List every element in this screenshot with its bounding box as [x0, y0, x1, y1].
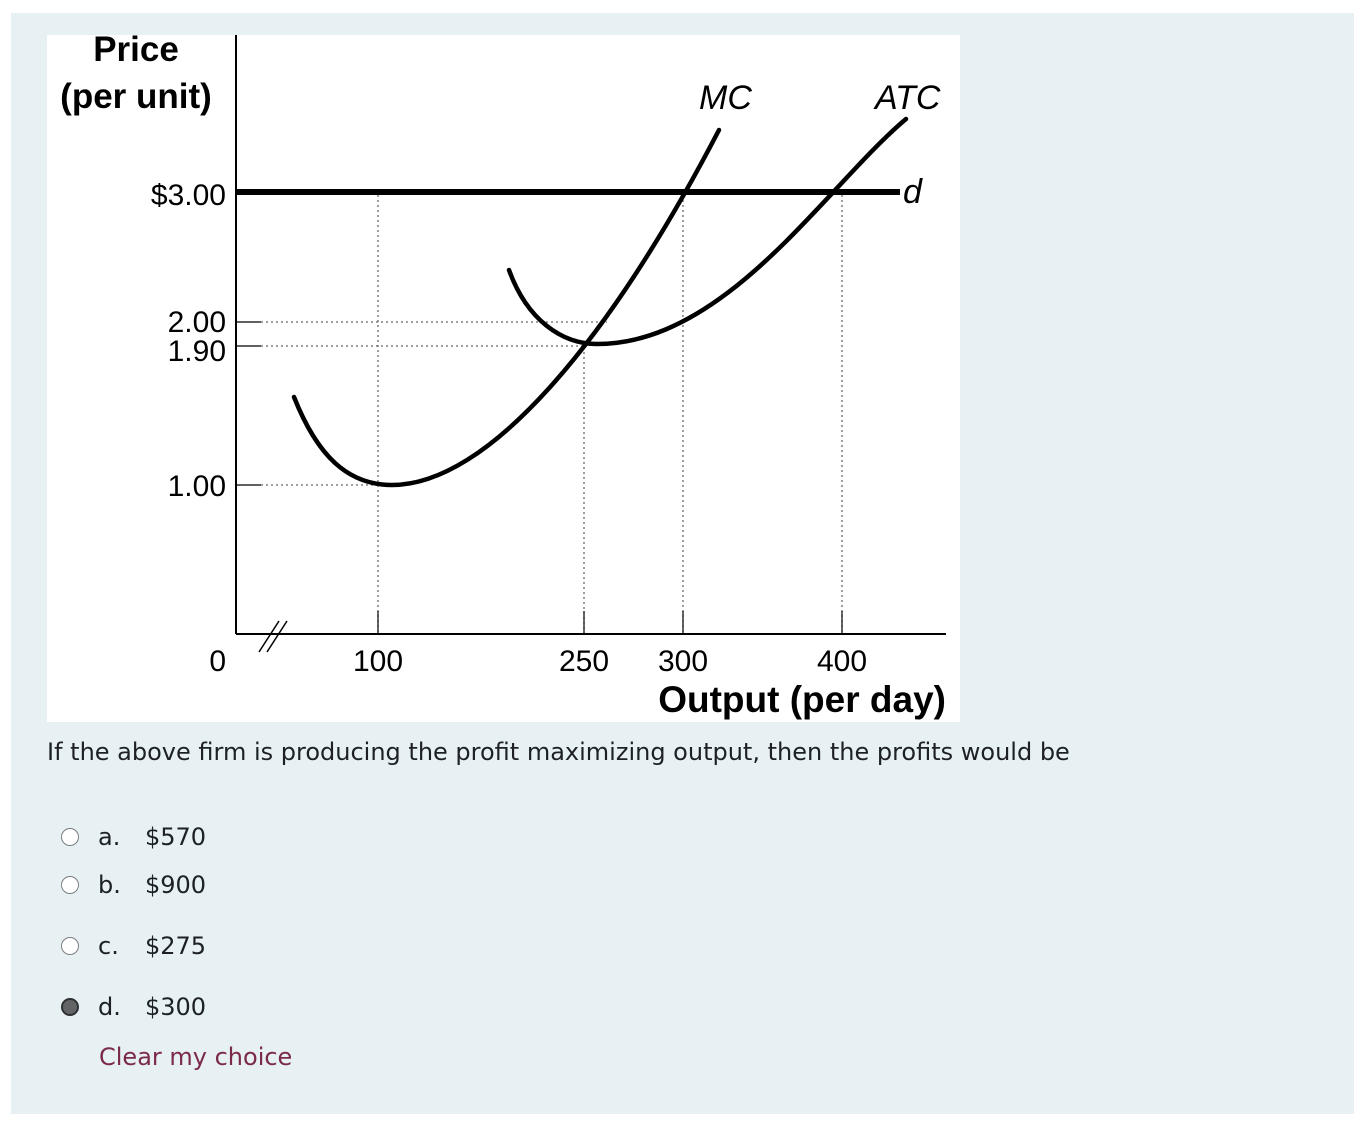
- radio-option-c[interactable]: [61, 937, 79, 955]
- x-tick-marks: [377, 611, 843, 634]
- x-tick-label-100: 100: [353, 645, 403, 678]
- option-b-letter: b.: [98, 871, 121, 899]
- option-c[interactable]: c. $275: [61, 931, 206, 961]
- option-d-letter: d.: [98, 993, 121, 1021]
- x-axis-title: Output (per day): [658, 679, 946, 720]
- option-c-value: $275: [145, 932, 207, 960]
- radio-option-b[interactable]: [61, 876, 79, 894]
- option-d-value: $300: [145, 993, 207, 1021]
- option-d[interactable]: d. $300: [61, 992, 206, 1022]
- option-c-letter: c.: [98, 932, 119, 960]
- option-b-value: $900: [145, 871, 207, 899]
- demand-label: d: [903, 173, 923, 211]
- cost-curve-figure: Price (per unit) $3.00 2.00 1.90 1.00 0 …: [47, 35, 960, 722]
- y-tick-label-1-90: 1.90: [168, 335, 226, 368]
- option-a[interactable]: a. $570: [61, 822, 206, 852]
- y-tick-label-1: 1.00: [168, 470, 226, 503]
- x-tick-label-250: 250: [559, 645, 609, 678]
- atc-curve: [506, 116, 909, 347]
- y-axis-title-line2: (per unit): [60, 77, 212, 116]
- question-text: If the above firm is producing the profi…: [47, 738, 1070, 766]
- cost-curve-chart: Price (per unit) $3.00 2.00 1.90 1.00 0 …: [60, 35, 946, 720]
- x-tick-label-300: 300: [658, 645, 708, 678]
- radio-option-a[interactable]: [61, 828, 79, 846]
- option-a-value: $570: [145, 823, 207, 851]
- x-tick-label-400: 400: [817, 645, 867, 678]
- atc-label: ATC: [873, 79, 941, 117]
- y-tick-marks: [236, 321, 261, 486]
- mc-curve: [291, 127, 722, 488]
- y-tick-label-3: $3.00: [151, 179, 226, 212]
- y-tick-label-0: 0: [209, 645, 226, 678]
- guide-lines: [261, 195, 843, 634]
- option-b[interactable]: b. $900: [61, 870, 206, 900]
- axis-break-mark: [258, 620, 288, 653]
- option-a-letter: a.: [98, 823, 121, 851]
- mc-label: MC: [699, 79, 752, 117]
- y-tick-label-2: 2.00: [168, 306, 226, 339]
- radio-option-d[interactable]: [61, 998, 79, 1016]
- clear-choice-link[interactable]: Clear my choice: [99, 1043, 293, 1071]
- y-axis-title-line1: Price: [93, 35, 179, 69]
